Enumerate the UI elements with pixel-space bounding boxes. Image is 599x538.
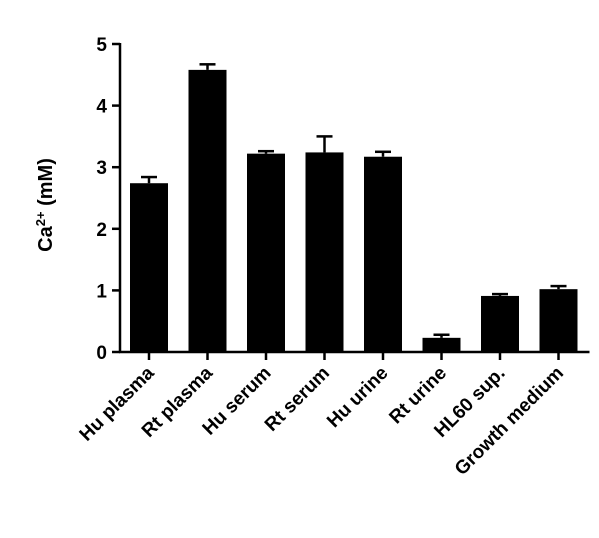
y-tick-label: 2	[96, 220, 107, 241]
bar	[539, 289, 578, 352]
y-tick-label: 3	[96, 158, 107, 179]
bar	[481, 295, 519, 352]
bar	[247, 153, 285, 352]
x-tick-label: Growth medium	[451, 363, 568, 480]
y-axis: 0 1 2 3 4 5	[96, 35, 122, 364]
x-tick-label: Rt serum	[261, 363, 334, 436]
error-bars	[141, 63, 567, 338]
bar	[422, 337, 461, 352]
bar	[130, 183, 168, 352]
bar	[305, 152, 344, 352]
y-tick-label: 5	[96, 35, 107, 56]
y-tick-label: 4	[96, 97, 107, 118]
bar	[364, 156, 402, 352]
bar	[188, 69, 227, 352]
y-tick-label: 0	[96, 343, 107, 364]
y-tick-label: 1	[96, 281, 107, 302]
x-tick-label: Hu urine	[323, 363, 392, 432]
y-axis-label: Ca2+ (mM)	[33, 158, 58, 252]
bars	[130, 69, 578, 352]
